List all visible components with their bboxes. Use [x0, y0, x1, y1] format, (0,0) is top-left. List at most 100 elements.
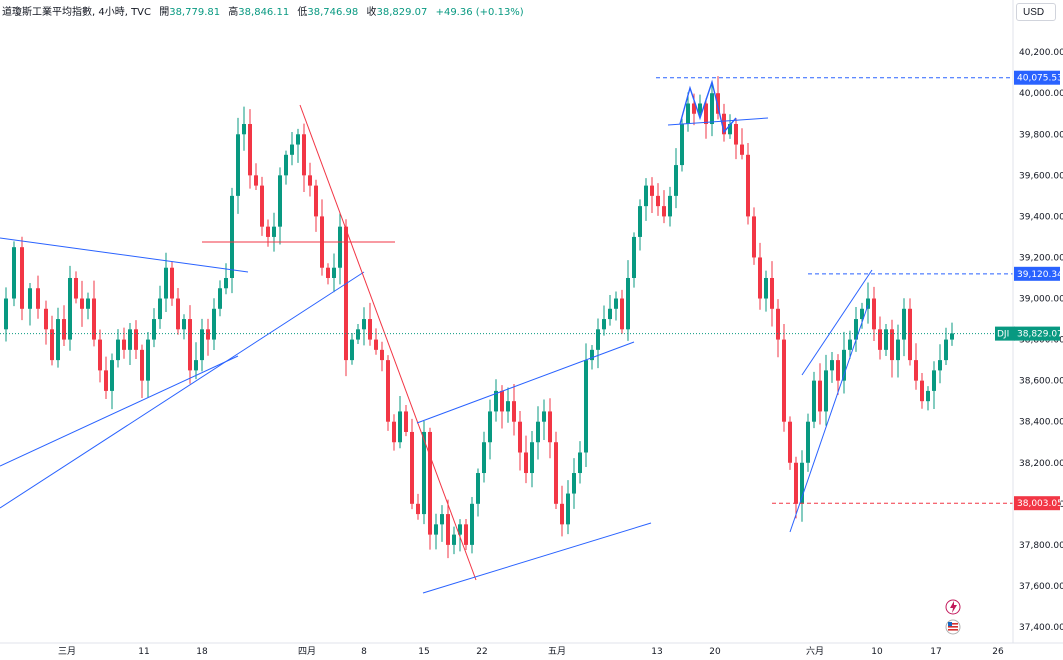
price-tick-label: 38,600.00 — [1019, 377, 1063, 387]
price-axis[interactable]: 40,200.00 40,000.00 39,800.00 39,600.00 39,4… — [0, 0, 1063, 644]
time-tick-label: 26 — [992, 647, 1004, 657]
candle-body — [200, 329, 204, 361]
candle-body — [182, 319, 186, 330]
us-flag-icon[interactable] — [945, 619, 961, 635]
candle-body — [98, 339, 102, 371]
candle-body — [812, 380, 816, 422]
candle-body — [854, 319, 858, 340]
candle-body — [434, 524, 438, 535]
candle-body — [698, 103, 702, 114]
price-tick-label: 37,600.00 — [1019, 582, 1063, 592]
candle-body — [470, 503, 474, 545]
time-tick-label: 13 — [651, 647, 662, 657]
candle-body — [314, 185, 318, 217]
wedge-upper[interactable] — [801, 269, 873, 376]
price-tick-label: 40,200.00 — [1019, 48, 1063, 58]
level-tag — [1014, 496, 1060, 511]
wedge-lower[interactable] — [789, 304, 869, 533]
top-neckline[interactable] — [667, 117, 769, 126]
price-tick-label: 39,000.00 — [1019, 295, 1063, 305]
candle-body — [944, 339, 948, 361]
candle-body — [206, 329, 210, 340]
price-tick-label: 40,000.00 — [1019, 89, 1063, 99]
candle-body — [164, 267, 168, 299]
candle-body — [290, 144, 294, 155]
candle-body — [920, 380, 924, 402]
candle-body — [572, 473, 576, 494]
time-tick-label: 18 — [196, 647, 208, 657]
candle-body — [428, 431, 432, 535]
trendline-lower-left-a[interactable] — [0, 355, 239, 467]
candle-body — [830, 360, 834, 371]
lightning-icon[interactable] — [945, 599, 961, 615]
candle-body — [938, 360, 942, 371]
candle-body — [44, 308, 48, 330]
candle-body — [230, 195, 234, 278]
candle-body — [800, 462, 804, 504]
candle-body — [272, 226, 276, 237]
price-tags: 40,075.53 39,120.34 38,003.05 DJI 38,829.07 — [995, 70, 1063, 511]
candle-body — [860, 308, 864, 320]
trendline-upper-left[interactable] — [0, 237, 249, 273]
candle-body — [86, 298, 90, 309]
candle-body — [332, 267, 336, 278]
candle-body — [710, 93, 714, 125]
candle-body — [638, 206, 642, 237]
open-value: 38,779.81 — [169, 7, 221, 18]
candle-body — [602, 319, 606, 330]
candle-body — [338, 226, 342, 268]
open-label: 開 — [159, 7, 170, 18]
candle-body — [104, 370, 108, 391]
candle-body — [668, 195, 672, 217]
candle-body — [782, 339, 786, 422]
downtrend-line-red[interactable] — [299, 104, 477, 581]
time-tick-label: 22 — [476, 647, 487, 657]
candle-body — [152, 319, 156, 340]
time-tick-label: 15 — [418, 647, 429, 657]
candle-body — [50, 329, 54, 361]
currency-button[interactable]: USD — [1016, 3, 1056, 21]
price-tick-label: 39,600.00 — [1019, 171, 1063, 181]
time-tick-label: 8 — [361, 647, 367, 657]
last-price-tag — [1014, 326, 1060, 341]
trendline-drawings — [0, 79, 873, 594]
candle-body — [926, 390, 930, 402]
candle-body — [914, 360, 918, 381]
candle-body — [122, 339, 126, 350]
level-tag — [1014, 266, 1060, 281]
time-tick-label: 10 — [871, 647, 883, 657]
candle-body — [818, 380, 822, 412]
candle-body — [380, 349, 384, 361]
candle-body — [506, 401, 510, 412]
trendline-lower-left-b[interactable] — [0, 271, 365, 509]
candle-body — [536, 421, 540, 443]
candle-body — [392, 421, 396, 443]
time-axis[interactable]: 三月 11 18 四月 8 15 22 五月 13 20 六月 10 17 26 — [58, 645, 1004, 657]
candle-body — [20, 247, 24, 309]
candle-body — [302, 134, 306, 176]
candle-body — [554, 442, 558, 504]
candle-body — [494, 390, 498, 412]
candle-body — [524, 452, 528, 474]
candle-body — [788, 421, 792, 463]
candle-body — [728, 124, 732, 135]
candle-body — [236, 134, 240, 196]
time-tick-label: 六月 — [806, 645, 824, 657]
close-label: 收 — [366, 7, 377, 18]
candle-body — [284, 154, 288, 176]
change-value: +49.36 (+0.13%) — [435, 7, 524, 18]
candle-body — [596, 329, 600, 350]
channel-lower[interactable] — [422, 522, 652, 594]
candle-body — [458, 524, 462, 535]
candle-body — [758, 257, 762, 299]
candle-body — [248, 124, 252, 176]
last-price-tag-text: 38,829.07 — [1017, 330, 1063, 340]
channel-upper[interactable] — [416, 341, 635, 424]
candle-body — [110, 360, 114, 391]
candle-body — [866, 298, 870, 309]
candle-body — [764, 277, 768, 299]
candle-body — [28, 288, 32, 309]
candle-body — [194, 360, 198, 371]
double-top-pattern[interactable] — [679, 79, 737, 134]
